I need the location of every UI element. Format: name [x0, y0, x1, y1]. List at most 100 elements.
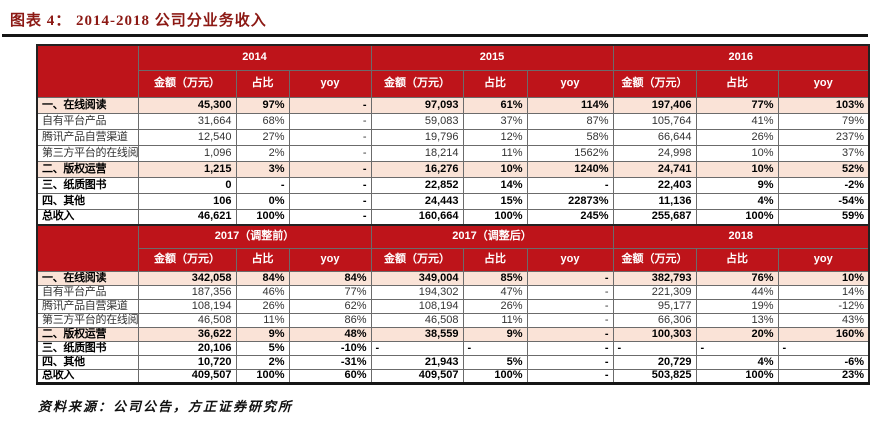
table-row: 腾讯产品自营渠道 108,194 26% 62% 108,194 26% -95,177 19… — [36, 298, 870, 314]
value-cell: 18,214 — [370, 144, 464, 162]
value-cell: 503,825 — [612, 368, 697, 384]
value-cell: 194,302 — [370, 284, 464, 300]
value-cell: 22,403 — [612, 176, 697, 194]
year-header: 2017（调整后） — [370, 224, 614, 249]
value-cell: 10% — [462, 160, 528, 178]
value-cell: 19% — [695, 298, 779, 314]
col-header-yoy: yoy — [288, 69, 372, 98]
value-cell: 20% — [695, 326, 779, 342]
row-label: 二、版权运营 — [36, 326, 139, 342]
value-cell: 20,106 — [137, 340, 237, 356]
row-label: 第三方平台的在线阅读 — [36, 312, 139, 328]
value-cell: 86% — [288, 312, 372, 328]
header-corner-cell — [36, 224, 139, 272]
value-cell: 77% — [288, 284, 372, 300]
value-cell: 95,177 — [612, 298, 697, 314]
col-header-yoy: yoy — [526, 247, 614, 272]
value-cell: 197,406 — [612, 96, 697, 114]
value-cell: - — [526, 176, 614, 194]
value-cell: 44% — [695, 284, 779, 300]
value-cell: 100% — [462, 368, 528, 384]
value-cell: - — [288, 128, 372, 146]
value-cell: 13% — [695, 312, 779, 328]
table-row: 总收入 46,621 100% -160,664 100% 245% 255,687 100%… — [36, 208, 870, 226]
value-cell: 100% — [235, 368, 290, 384]
value-cell: 76% — [695, 270, 779, 286]
value-cell: 59,083 — [370, 112, 464, 130]
year-header: 2014 — [137, 44, 372, 71]
value-cell: 62% — [288, 298, 372, 314]
value-cell: 160% — [777, 326, 870, 342]
revenue-table: 2014 2015 2016 金额（万元） 占比 yoy 金额（万元） 占比 yoy 金额（万元）… — [36, 44, 871, 385]
value-cell: -54% — [777, 192, 870, 210]
value-cell: 23% — [777, 368, 870, 384]
value-cell: 66,644 — [612, 128, 697, 146]
row-label: 三、纸质图书 — [36, 340, 139, 356]
value-cell: 409,507 — [370, 368, 464, 384]
value-cell: 0 — [137, 176, 237, 194]
value-cell: - — [526, 368, 614, 384]
value-cell: 24,998 — [612, 144, 697, 162]
row-label: 总收入 — [36, 208, 139, 226]
value-cell: 2% — [235, 354, 290, 370]
value-cell: -10% — [288, 340, 372, 356]
value-cell: 61% — [462, 96, 528, 114]
col-header-amount: 金额（万元） — [370, 69, 464, 98]
col-header-share: 占比 — [462, 247, 528, 272]
value-cell: 22873% — [526, 192, 614, 210]
value-cell: 46,508 — [370, 312, 464, 328]
table-row: 一、在线阅读 342,058 84% 84% 349,004 85% -382,793 76%… — [36, 270, 870, 286]
value-cell: 97,093 — [370, 96, 464, 114]
value-cell: 245% — [526, 208, 614, 226]
value-cell: 46,621 — [137, 208, 237, 226]
value-cell: 26% — [695, 128, 779, 146]
value-cell: -12% — [777, 298, 870, 314]
table-row: 第三方平台的在线阅读1,0962%-18,21411%1562%24,99810… — [36, 144, 870, 162]
value-cell: 84% — [235, 270, 290, 286]
col-header-share: 占比 — [235, 247, 290, 272]
value-cell: 2% — [235, 144, 290, 162]
value-cell: 5% — [235, 340, 290, 356]
value-cell: 19,796 — [370, 128, 464, 146]
value-cell: 14% — [777, 284, 870, 300]
page-title: 图表 4： 2014-2018 公司分业务收入 — [10, 13, 267, 29]
value-cell: - — [526, 284, 614, 300]
value-cell: 60% — [288, 368, 372, 384]
value-cell: - — [288, 176, 372, 194]
col-header-amount: 金额（万元） — [612, 69, 697, 98]
row-label: 一、在线阅读 — [36, 270, 139, 286]
value-cell: 103% — [777, 96, 870, 114]
value-cell: - — [235, 176, 290, 194]
col-header-share: 占比 — [462, 69, 528, 98]
col-header-share: 占比 — [235, 69, 290, 98]
value-cell: 22,852 — [370, 176, 464, 194]
value-cell: 1,096 — [137, 144, 237, 162]
value-cell: 21,943 — [370, 354, 464, 370]
value-cell: 66,306 — [612, 312, 697, 328]
row-label: 三、纸质图书 — [36, 176, 139, 194]
table-row: 三、纸质图书 20,106 5% -10% - - - - - - — [36, 340, 870, 356]
value-cell: - — [777, 340, 870, 356]
value-cell: 84% — [288, 270, 372, 286]
value-cell: - — [288, 208, 372, 226]
value-cell: 4% — [695, 192, 779, 210]
col-header-amount: 金额（万元） — [612, 247, 697, 272]
revenue-table-body: 2014 2015 2016 金额（万元） 占比 yoy 金额（万元） 占比 yoy 金额（万元）… — [36, 44, 870, 384]
value-cell: 100% — [695, 208, 779, 226]
value-cell: 11,136 — [612, 192, 697, 210]
title-underline — [2, 34, 868, 37]
value-cell: - — [526, 354, 614, 370]
value-cell: -2% — [777, 176, 870, 194]
value-cell: - — [288, 192, 372, 210]
value-cell: 46% — [235, 284, 290, 300]
value-cell: 12% — [462, 128, 528, 146]
value-cell: 10% — [777, 270, 870, 286]
row-label: 自有平台产品 — [36, 284, 139, 300]
row-label: 腾讯产品自营渠道 — [36, 298, 139, 314]
table-row: 自有平台产品 187,356 46% 77% 194,302 47% -221,309 44%… — [36, 284, 870, 300]
value-cell: 24,741 — [612, 160, 697, 178]
value-cell: 100% — [462, 208, 528, 226]
value-cell: 100% — [695, 368, 779, 384]
value-cell: 48% — [288, 326, 372, 342]
row-label: 二、版权运营 — [36, 160, 139, 178]
